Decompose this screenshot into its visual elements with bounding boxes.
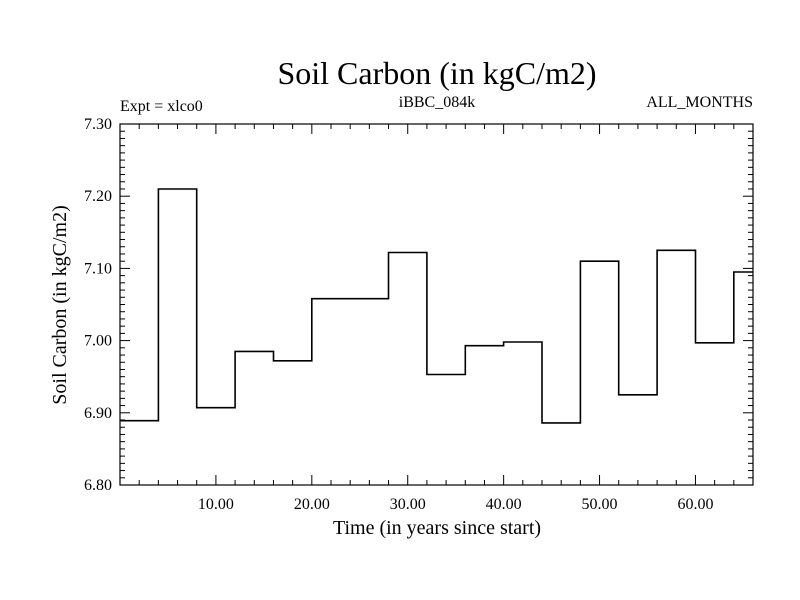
x-tick-label: 30.00: [390, 496, 426, 513]
x-axis-label: Time (in years since start): [333, 517, 541, 539]
plot-frame: [119, 123, 754, 486]
series-line: [120, 188, 753, 424]
y-tick-label: 6.80: [84, 477, 112, 494]
y-axis-label: Soil Carbon (in kgC/m2): [49, 205, 71, 404]
subtitle-right: ALL_MONTHS: [646, 94, 753, 111]
axis-tick-labels: 10.00 20.00 30.00 40.00 50.00 60.00 6.80 6.90 7.…: [84, 116, 713, 513]
chart-title: Soil Carbon (in kgC/m2): [277, 55, 596, 91]
y-tick-label: 7.30: [84, 116, 112, 133]
axis-ticks: [120, 124, 753, 485]
x-tick-label: 40.00: [486, 496, 522, 513]
x-tick-label: 50.00: [582, 496, 618, 513]
y-tick-label: 7.10: [84, 260, 112, 277]
x-tick-label: 60.00: [677, 496, 713, 513]
y-tick-label: 7.20: [84, 188, 112, 205]
subtitle-center: iBBC_084k: [399, 94, 475, 111]
y-tick-label: 6.90: [84, 405, 112, 422]
x-tick-label: 10.00: [198, 496, 234, 513]
x-tick-label: 20.00: [294, 496, 330, 513]
subtitle-left: Expt = xlco0: [120, 98, 203, 115]
y-tick-label: 7.00: [84, 333, 112, 350]
